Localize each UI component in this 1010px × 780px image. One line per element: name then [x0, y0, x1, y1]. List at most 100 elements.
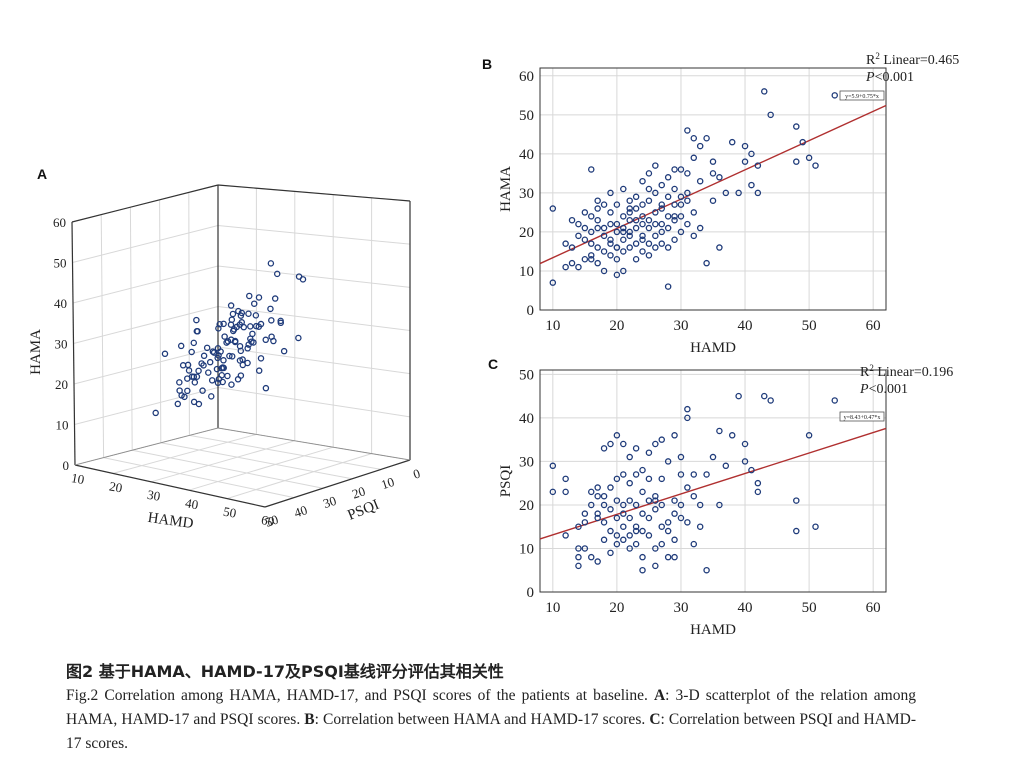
- data-point: [601, 520, 606, 525]
- data-point: [672, 433, 677, 438]
- equation-text: y=8.43+0.47*x: [844, 415, 881, 421]
- x-tick-label: 40: [738, 318, 753, 334]
- x-tick-label: 60: [866, 318, 881, 334]
- x-tick-label: 60: [866, 600, 881, 616]
- data-point: [640, 489, 645, 494]
- caption-prefix: Fig.2 Correlation among HAMA, HAMD-17, a…: [66, 687, 654, 704]
- data-point: [601, 446, 606, 451]
- data-point: [595, 245, 600, 250]
- data-point: [672, 498, 677, 503]
- box-edge-back-floor: [218, 428, 410, 460]
- data-point: [646, 515, 651, 520]
- data-point: [640, 249, 645, 254]
- data-point: [794, 159, 799, 164]
- data-point: [672, 237, 677, 242]
- data-point: [710, 454, 715, 459]
- data-point-3d: [269, 318, 274, 323]
- data-point: [595, 206, 600, 211]
- y-tick-label: 10: [519, 264, 534, 280]
- data-point: [768, 398, 773, 403]
- data-point: [640, 568, 645, 573]
- data-point: [659, 182, 664, 187]
- data-point: [595, 198, 600, 203]
- data-point-3d: [256, 295, 261, 300]
- data-point-3d: [229, 303, 234, 308]
- caption-c-label: C: [649, 711, 660, 728]
- data-point: [608, 550, 613, 555]
- data-point: [601, 494, 606, 499]
- data-point: [595, 218, 600, 223]
- data-point: [710, 171, 715, 176]
- chart-a-3d-scatter: 010203040506010 20 30 40 50 6050403020100HAMA…: [20, 170, 490, 550]
- data-point: [634, 241, 639, 246]
- data-point: [608, 485, 613, 490]
- data-point-3d: [162, 351, 167, 356]
- data-point: [685, 520, 690, 525]
- data-point-3d: [235, 377, 240, 382]
- data-point: [666, 520, 671, 525]
- data-point: [646, 498, 651, 503]
- data-point: [698, 179, 703, 184]
- data-point: [621, 537, 626, 542]
- data-point: [691, 542, 696, 547]
- data-point-3d: [209, 394, 214, 399]
- data-point: [576, 233, 581, 238]
- data-point-3d: [177, 388, 182, 393]
- data-point-3d: [192, 399, 197, 404]
- data-point: [704, 136, 709, 141]
- data-point-3d: [263, 386, 268, 391]
- data-point: [595, 494, 600, 499]
- data-point: [589, 167, 594, 172]
- data-point: [653, 563, 658, 568]
- y-axis-label: PSQI: [498, 465, 514, 498]
- data-point: [621, 524, 626, 529]
- box-edge-left-floor: [75, 428, 218, 465]
- x-tick-label: 30: [673, 600, 688, 616]
- y-tick-label: 20: [519, 498, 534, 514]
- data-point-3d: [258, 356, 263, 361]
- data-point: [691, 136, 696, 141]
- hamd-tick-label: 40: [184, 495, 199, 512]
- p-value-annotation: P<0.001: [865, 70, 914, 85]
- data-point: [589, 555, 594, 560]
- data-point: [653, 233, 658, 238]
- data-point-3d: [229, 382, 234, 387]
- p-value-annotation: P<0.001: [859, 382, 908, 397]
- data-point: [666, 225, 671, 230]
- data-point: [659, 524, 664, 529]
- data-point-3d: [257, 368, 262, 373]
- data-point: [601, 249, 606, 254]
- box-edge: [72, 185, 218, 222]
- data-point: [627, 481, 632, 486]
- data-point-3d: [219, 373, 224, 378]
- data-point: [666, 214, 671, 219]
- hamd-axis-label: HAMD: [147, 510, 195, 532]
- data-point-3d: [191, 340, 196, 345]
- data-point: [691, 155, 696, 160]
- data-point: [640, 555, 645, 560]
- y-tick-label: 40: [519, 147, 534, 163]
- data-point: [634, 542, 639, 547]
- data-point: [666, 194, 671, 199]
- x-tick-label: 10: [545, 600, 560, 616]
- data-point: [608, 210, 613, 215]
- chart-b-scatter: 10 20 30 40 50 600102030405060HAMDHAMAy=5.9+0…: [480, 48, 950, 348]
- data-point: [601, 537, 606, 542]
- data-point: [666, 555, 671, 560]
- r-squared-annotation: R2 Linear=0.196: [860, 363, 953, 380]
- data-point: [640, 179, 645, 184]
- data-point-3d: [296, 335, 301, 340]
- y-tick-label: 0: [527, 303, 535, 319]
- data-point-3d: [253, 313, 258, 318]
- data-point: [595, 559, 600, 564]
- grid-line-floor-hamd: [227, 454, 372, 499]
- data-point-3d: [248, 324, 253, 329]
- data-point: [621, 214, 626, 219]
- data-point: [646, 241, 651, 246]
- hama-tick-label: 0: [63, 458, 70, 473]
- data-point: [627, 245, 632, 250]
- data-point: [640, 511, 645, 516]
- data-point: [595, 261, 600, 266]
- psqi-tick-label: 40: [292, 502, 309, 520]
- fit-line: [540, 105, 886, 263]
